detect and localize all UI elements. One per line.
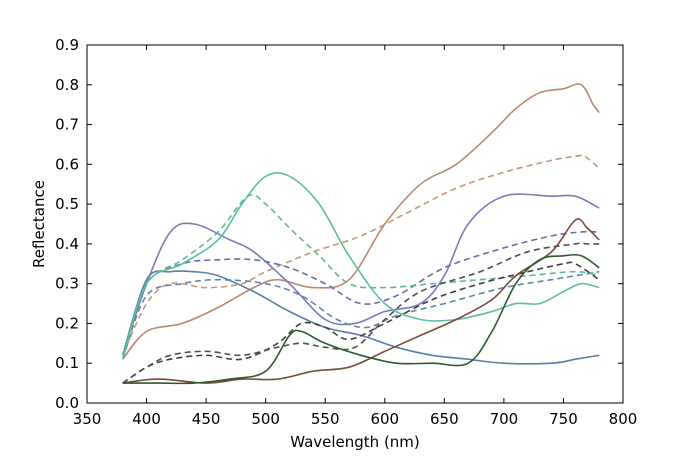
series-line-7 xyxy=(121,171,600,360)
y-tick-label: 0.9 xyxy=(55,36,79,54)
y-tick-label: 0.7 xyxy=(55,116,79,134)
series-line-12 xyxy=(122,253,600,385)
x-tick-label: 400 xyxy=(132,410,161,428)
series-line-10 xyxy=(122,242,600,384)
series-layer xyxy=(121,83,600,385)
series-line-3 xyxy=(121,193,600,356)
y-tick-label: 0.5 xyxy=(55,195,79,213)
x-tick-label: 600 xyxy=(370,410,399,428)
x-tick-label: 550 xyxy=(311,410,340,428)
y-tick-label: 0.3 xyxy=(55,275,79,293)
series-line-8 xyxy=(121,193,600,356)
x-tick-label: 650 xyxy=(430,410,459,428)
series-line-1 xyxy=(122,83,600,360)
series-line-6 xyxy=(121,270,600,365)
x-tick-label: 750 xyxy=(549,410,578,428)
x-tick-label: 800 xyxy=(609,410,638,428)
x-axis: 350 400 450 500 550 600 650 700 750 800 xyxy=(73,45,638,428)
y-tick-label: 0.4 xyxy=(55,235,79,253)
y-tick-label: 0.8 xyxy=(55,76,79,94)
x-tick-label: 700 xyxy=(490,410,519,428)
x-axis-label: Wavelength (nm) xyxy=(290,433,420,451)
y-axis: 0.0 0.1 0.2 0.3 0.4 0.5 0.6 0.7 0.8 0.9 xyxy=(55,36,623,412)
series-line-9 xyxy=(122,261,600,384)
y-axis-label: Reflectance xyxy=(30,180,48,268)
y-tick-label: 0.6 xyxy=(55,155,79,173)
y-tick-label: 0.0 xyxy=(55,394,79,412)
series-line-4 xyxy=(121,230,600,356)
y-tick-label: 0.2 xyxy=(55,314,79,332)
x-tick-label: 450 xyxy=(192,410,221,428)
y-tick-label: 0.1 xyxy=(55,354,79,372)
x-tick-label: 500 xyxy=(251,410,280,428)
series-line-11 xyxy=(122,218,600,384)
x-tick-label: 350 xyxy=(73,410,102,428)
series-line-2 xyxy=(121,154,600,356)
plot-frame xyxy=(86,44,624,404)
